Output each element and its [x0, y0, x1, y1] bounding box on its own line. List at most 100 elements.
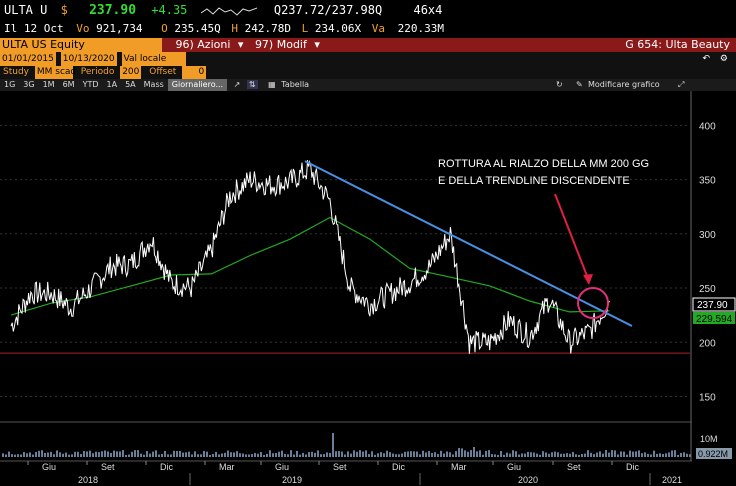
volume-bar [218, 454, 220, 457]
volume-bars [2, 433, 691, 457]
volume-bar [62, 453, 64, 457]
start-date-input[interactable]: 01/01/2015 [0, 52, 56, 66]
volume-bar [428, 451, 430, 457]
volume-bar [47, 452, 49, 457]
timeframe-tab-1g[interactable]: 1G [4, 80, 16, 89]
end-date-input[interactable]: 10/13/2020 [60, 52, 117, 66]
settings-icon[interactable]: ⚙ [719, 54, 728, 64]
compare-icon[interactable]: ⇅ [246, 80, 258, 89]
volume-bar [131, 451, 133, 457]
actions-menu[interactable]: 96) Azioni [175, 38, 231, 51]
volume-bar [32, 454, 34, 457]
period-input[interactable]: 200 [120, 66, 142, 79]
timeframe-tab-6m[interactable]: 6M [62, 80, 75, 89]
volume-bar [680, 452, 682, 457]
volume-bar [359, 450, 361, 457]
volume-bar [161, 453, 163, 457]
modify-menu[interactable]: 97) Modif [254, 38, 307, 51]
timeframe-tab-1a[interactable]: 1A [106, 80, 118, 89]
volume-bar [338, 451, 340, 457]
volume-bar [575, 454, 577, 457]
volume-bar [26, 453, 28, 457]
annotation-line-1: ROTTURA AL RIALZO DELLA MM 200 GG [438, 158, 649, 170]
volume-bar [506, 452, 508, 457]
volume-bar [296, 450, 298, 457]
y-axis: 400 350 300 250 200 150 [690, 91, 716, 461]
volume-bar [278, 451, 280, 457]
timeframe-tab-ytd[interactable]: YTD [82, 80, 99, 89]
volume-bar [491, 454, 493, 457]
actions-dropdown-icon[interactable]: ▾ [237, 38, 244, 51]
volume-bar [158, 454, 160, 457]
undo-icon[interactable]: ↶ [702, 54, 710, 64]
volume-bar [560, 453, 562, 457]
volume-bar [80, 454, 82, 457]
timeframe-tab-3g[interactable]: 3G [23, 80, 35, 89]
volume-bar [59, 452, 61, 457]
x-year-label: 2020 [518, 475, 538, 485]
modify-dropdown-icon[interactable]: ▾ [314, 38, 320, 51]
offset-input[interactable]: 0 [182, 66, 207, 79]
volume-bar [149, 453, 151, 457]
volume-bar [101, 451, 103, 457]
offset-label: Offset [149, 67, 177, 77]
ma-price-tag-label: 229.594 [696, 314, 733, 325]
volume-bar [497, 454, 499, 457]
x-year-label: 2021 [662, 475, 682, 485]
volume-bar [332, 433, 334, 457]
security-field[interactable]: ULTA US Equity [0, 38, 162, 52]
draw-tool-icon[interactable]: ↗ [233, 80, 241, 89]
volume-bar [404, 451, 406, 457]
volume-bar [605, 450, 607, 457]
volume-bar [224, 452, 226, 457]
volume-bar [599, 451, 601, 457]
ticker-symbol[interactable]: ULTA U [4, 3, 48, 17]
volume-bar [77, 451, 79, 457]
expand-icon[interactable]: ⤢ [678, 80, 685, 89]
volume-bar [683, 452, 685, 457]
volume-bar [398, 454, 400, 457]
volume-bar [242, 453, 244, 457]
volume-bar [29, 452, 31, 457]
timeframe-tab-5a[interactable]: 5A [125, 80, 136, 89]
volume-bar [212, 453, 214, 457]
volume-bar [461, 448, 463, 457]
volume-bar [356, 451, 358, 457]
volume-bar [260, 452, 262, 457]
volume-bar [326, 452, 328, 457]
volume-bar [476, 451, 478, 457]
volume-bar [248, 454, 250, 457]
volume-bar [245, 454, 247, 457]
timeframe-tab-mass[interactable]: Mass [143, 80, 164, 89]
volume-bar [422, 450, 424, 457]
study-select[interactable]: MM scad [34, 66, 77, 79]
volume-bar [635, 451, 637, 457]
volume-bar [566, 453, 568, 457]
volume-bar [347, 451, 349, 457]
volume-bar [431, 452, 433, 457]
table-button[interactable]: Tabella [281, 80, 310, 89]
edit-chart-icon[interactable]: ✎ [576, 80, 583, 89]
volume-bar [473, 446, 475, 457]
currency-select[interactable]: Val locale [121, 52, 186, 66]
volume-bar [179, 450, 181, 457]
volume-bar [308, 452, 310, 457]
volume-bar [341, 451, 343, 457]
timeframe-tab-1m[interactable]: 1M [42, 80, 55, 89]
low-value: 234.06X [314, 22, 362, 35]
volume-bar [434, 452, 436, 457]
volume-bar [443, 453, 445, 457]
volume-bar [269, 450, 271, 457]
timeframe-tab-giornaliero[interactable]: Giornaliero... [167, 79, 228, 91]
volume-bar [311, 451, 313, 457]
price-chart[interactable]: ROTTURA AL RIALZO DELLA MM 200 GG E DELL… [0, 91, 736, 486]
x-month-label: Giu [42, 462, 56, 472]
menu-bar: ULTA US Equity 96) Azioni ▾ 97) Modif ▾ … [0, 38, 736, 52]
refresh-icon[interactable]: ↻ [556, 80, 563, 89]
edit-chart-button[interactable]: Modificare grafico [588, 80, 660, 89]
grid-icon[interactable]: ▦ [268, 80, 276, 89]
volume-label: Vo [76, 22, 90, 35]
volume-bar [653, 450, 655, 457]
volume-bar [254, 453, 256, 457]
volume-bar [350, 453, 352, 457]
